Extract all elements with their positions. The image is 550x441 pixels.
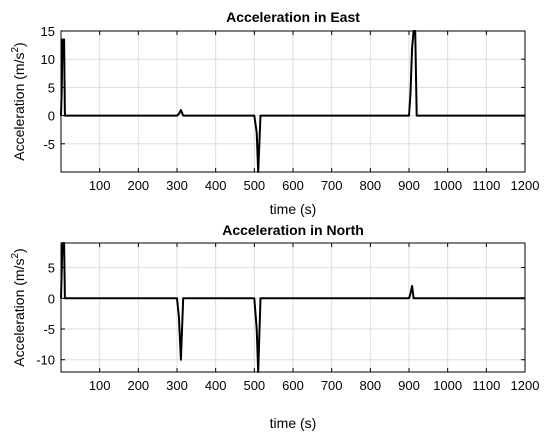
x-tick-label-north-100: 100 (89, 378, 111, 393)
y-tick-label-east-10: 10 (41, 52, 55, 67)
data-point-north-5 (176, 297, 178, 299)
y-axis-label-east: Acceleration (m/s2) (10, 42, 27, 160)
data-point-north-12 (260, 297, 262, 299)
x-tick-label-north-1200: 1200 (511, 378, 540, 393)
chart-title-east: Acceleration in East (226, 9, 360, 25)
data-point-north-13 (408, 297, 410, 299)
panel-east: 100 200 300 400 500 600 700 800 900 1000 1100 1200-… (10, 9, 539, 217)
y-tick-label-north-0: 0 (48, 291, 55, 306)
chart-title-north: Acceleration in North (222, 222, 364, 238)
x-tick-label-east-400: 400 (205, 178, 227, 193)
data-point-east-7 (180, 109, 182, 111)
data-point-east-2 (62, 38, 64, 40)
data-point-east-13 (408, 115, 410, 117)
data-point-east-15 (411, 47, 413, 49)
x-tick-label-east-1100: 1100 (472, 178, 500, 193)
x-tick-label-east-100: 100 (89, 178, 111, 193)
x-tick-label-north-600: 600 (282, 378, 304, 393)
y-axis-label-north: Acceleration (m/s2) (10, 248, 27, 366)
x-tick-label-north-400: 400 (205, 378, 227, 393)
x-tick-label-east-300: 300 (166, 178, 188, 193)
y-tick-label-east-15: 15 (41, 24, 55, 39)
x-tick-label-east-500: 500 (243, 178, 265, 193)
x-tick-label-north-800: 800 (359, 378, 381, 393)
series-line-east-0 (60, 30, 525, 173)
x-tick-label-east-600: 600 (282, 178, 304, 193)
y-tick-label-north--10: -10 (36, 353, 55, 368)
y-tick-label-north--5: -5 (43, 322, 55, 337)
y-tick-label-east-5: 5 (48, 80, 55, 95)
data-point-north-8 (182, 297, 184, 299)
x-tick-label-east-900: 900 (398, 178, 420, 193)
data-point-east-3 (63, 38, 65, 40)
x-tick-label-north-200: 200 (127, 378, 149, 393)
x-tick-label-east-200: 200 (127, 178, 149, 193)
x-axis-label-north: time (s) (270, 415, 317, 431)
x-tick-label-north-1100: 1100 (472, 378, 500, 393)
data-point-north-7 (180, 359, 182, 361)
x-tick-label-east-1200: 1200 (511, 178, 540, 193)
x-tick-label-north-700: 700 (321, 378, 343, 393)
y-tick-label-east--5: -5 (43, 137, 55, 152)
data-point-east-6 (178, 113, 180, 115)
data-point-east-8 (182, 115, 184, 117)
data-point-east-18 (416, 115, 418, 117)
x-tick-label-north-500: 500 (243, 378, 265, 393)
y-tick-label-north-5: 5 (48, 261, 55, 276)
x-tick-label-east-700: 700 (321, 178, 343, 193)
data-point-north-17 (414, 297, 416, 299)
data-point-east-5 (176, 115, 178, 117)
panel-north: 100 200 300 400 500 600 700 800 900 1000 1100 1200 -… (10, 222, 539, 431)
x-tick-label-north-1000: 1000 (433, 378, 462, 393)
x-tick-label-north-300: 300 (166, 378, 188, 393)
data-point-north-14 (410, 292, 412, 294)
data-point-north-9 (253, 297, 255, 299)
x-tick-label-north-900: 900 (398, 378, 420, 393)
x-axis-label-east: time (s) (270, 201, 317, 217)
data-point-north-16 (413, 297, 415, 299)
x-tick-label-east-800: 800 (359, 178, 381, 193)
y-tick-label-east-0: 0 (48, 109, 55, 124)
data-point-north-15 (411, 285, 413, 287)
data-point-east-10 (256, 132, 258, 134)
data-point-east-12 (260, 115, 262, 117)
data-point-east-9 (253, 115, 255, 117)
data-point-east-14 (410, 92, 412, 94)
x-tick-label-east-1000: 1000 (433, 178, 462, 193)
data-point-north-10 (256, 328, 258, 330)
data-point-north-6 (178, 316, 180, 318)
